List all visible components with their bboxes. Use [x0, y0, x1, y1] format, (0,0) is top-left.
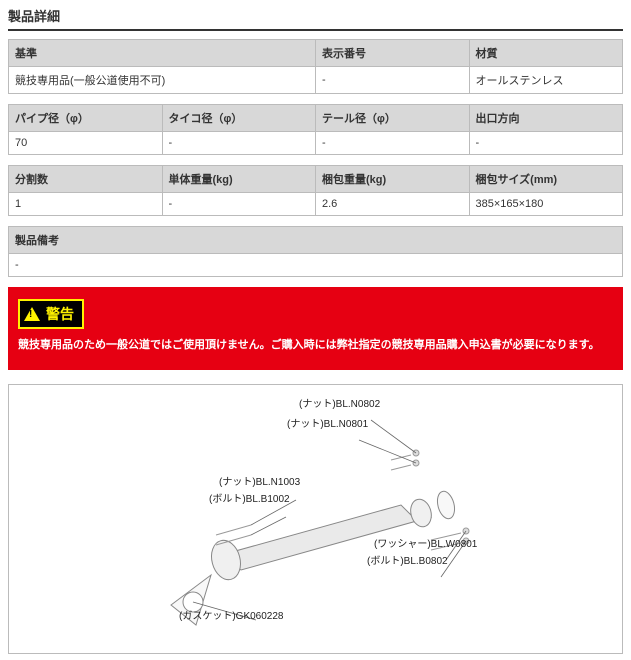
- warning-label-text: 警告: [46, 304, 74, 324]
- th-konpo-s: 梱包サイズ(mm): [469, 166, 623, 193]
- label-nut-n1003: (ナット)BL.N1003: [219, 473, 300, 488]
- td-pipe: 70: [9, 132, 163, 155]
- td-konpo-s: 385×165×180: [469, 193, 623, 216]
- label-bolt-b0802: (ボルト)BL.B0802: [367, 552, 448, 567]
- th-konpo-w: 梱包重量(kg): [316, 166, 470, 193]
- label-nut-n0801: (ナット)BL.N0801: [287, 415, 368, 430]
- warning-label: 警告: [18, 299, 84, 329]
- spec-table-1: 基準 表示番号 材質 競技専用品(一般公道使用不可) - オールステンレス: [8, 39, 623, 94]
- th-zaishitsu: 材質: [469, 40, 623, 67]
- td-zaishitsu: オールステンレス: [469, 67, 623, 94]
- td-kijun: 競技専用品(一般公道使用不可): [9, 67, 316, 94]
- warning-icon: [24, 307, 40, 321]
- td-konpo-w: 2.6: [316, 193, 470, 216]
- spec-table-2: パイプ径（φ） タイコ径（φ） テール径（φ） 出口方向 70 - - -: [8, 104, 623, 155]
- th-hyoji: 表示番号: [316, 40, 470, 67]
- section-title: 製品詳細: [8, 6, 623, 31]
- th-pipe: パイプ径（φ）: [9, 105, 163, 132]
- td-taiko: -: [162, 132, 316, 155]
- exhaust-svg: [101, 405, 531, 635]
- td-biko: -: [9, 254, 623, 277]
- label-nut-n0802: (ナット)BL.N0802: [299, 395, 380, 410]
- th-kijun: 基準: [9, 40, 316, 67]
- th-taiko: タイコ径（φ）: [162, 105, 316, 132]
- td-hyoji: -: [316, 67, 470, 94]
- spec-table-4: 製品備考 -: [8, 226, 623, 277]
- th-tantai: 単体重量(kg): [162, 166, 316, 193]
- th-biko: 製品備考: [9, 227, 623, 254]
- th-tail: テール径（φ）: [316, 105, 470, 132]
- th-bunkatsu: 分割数: [9, 166, 163, 193]
- label-washer-w0801: (ワッシャー)BL.W0801: [374, 535, 477, 550]
- th-deguchi: 出口方向: [469, 105, 623, 132]
- warning-box: 警告 競技専用品のため一般公道ではご使用頂けません。ご購入時には弊社指定の競技専…: [8, 287, 623, 370]
- td-tail: -: [316, 132, 470, 155]
- label-bolt-b1002: (ボルト)BL.B1002: [209, 490, 290, 505]
- label-gasket-gk060228: (ガスケット)GK060228: [179, 607, 283, 622]
- parts-diagram: (ナット)BL.N0802 (ナット)BL.N0801 (ナット)BL.N100…: [8, 384, 623, 654]
- warning-text: 競技専用品のため一般公道ではご使用頂けません。ご購入時には弊社指定の競技専用品購…: [18, 337, 613, 354]
- spec-table-3: 分割数 単体重量(kg) 梱包重量(kg) 梱包サイズ(mm) 1 - 2.6 …: [8, 165, 623, 216]
- td-bunkatsu: 1: [9, 193, 163, 216]
- td-tantai: -: [162, 193, 316, 216]
- td-deguchi: -: [469, 132, 623, 155]
